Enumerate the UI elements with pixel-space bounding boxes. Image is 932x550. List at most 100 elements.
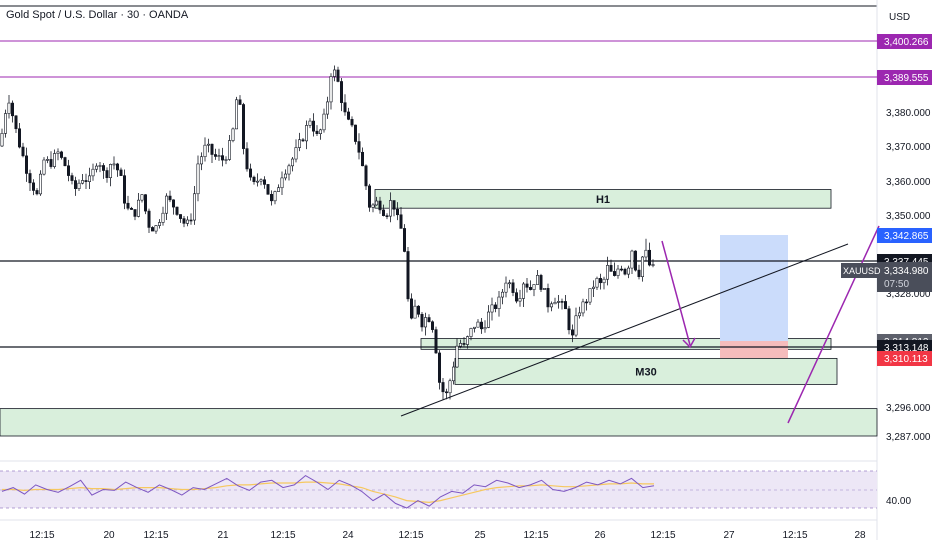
zone-box[interactable]	[0, 408, 878, 437]
candle-body	[493, 304, 497, 310]
candle-body	[98, 165, 102, 167]
candle-body	[612, 271, 616, 276]
candle-body	[7, 102, 11, 114]
candle-body	[392, 200, 396, 210]
candle-body	[259, 179, 263, 182]
candle-body	[221, 155, 225, 161]
time-tick-label: 24	[342, 530, 354, 541]
price-label-box[interactable]	[877, 351, 932, 366]
candle-body	[406, 251, 410, 300]
candle-body	[549, 303, 553, 308]
candle-body	[588, 288, 592, 303]
time-tick-label: 12:15	[398, 530, 423, 541]
candle-body	[528, 287, 532, 290]
candle-body	[490, 304, 494, 313]
stop-zone[interactable]	[720, 341, 788, 358]
price-label-text: 3,310.113	[884, 354, 928, 365]
price-tick-label: 3,296.000	[886, 403, 931, 414]
candle-body	[245, 148, 249, 170]
price-label-box[interactable]	[877, 228, 932, 243]
candle-body	[500, 291, 504, 298]
candle-body	[647, 249, 651, 266]
down-arrow[interactable]	[661, 240, 696, 349]
price-tick-label: 3,287.000	[886, 432, 931, 443]
candle-body	[560, 301, 564, 303]
candle-body	[242, 104, 246, 149]
zone-box[interactable]	[374, 189, 832, 209]
candle-body	[14, 115, 18, 130]
candle-body	[374, 200, 378, 206]
candle-body	[105, 170, 109, 178]
candle-body	[343, 102, 347, 113]
candle-body	[255, 180, 259, 183]
candle-body	[318, 129, 322, 134]
candle-body	[437, 352, 441, 383]
candle-body	[144, 194, 148, 212]
candle-body	[420, 313, 424, 328]
candle-body	[31, 182, 35, 191]
candle-body	[413, 305, 417, 319]
time-tick-label: 25	[474, 530, 486, 541]
candle-body	[570, 329, 574, 336]
candle-body	[465, 336, 469, 345]
time-tick-label: 12:15	[523, 530, 548, 541]
time-axis[interactable]: 12:15 20 12:15 21 12:15 24 12:15 25 12:15 26 12:15…	[0, 519, 877, 541]
zone-box[interactable]	[420, 338, 832, 350]
candle-body	[17, 128, 21, 148]
up-projection-line[interactable]	[787, 225, 880, 424]
candle-body	[567, 308, 571, 331]
candle-body	[81, 180, 85, 184]
candle-body	[430, 321, 434, 330]
countdown-text: 07:50	[884, 279, 909, 290]
candle-body	[11, 102, 15, 117]
candle-body	[126, 202, 130, 209]
candle-body	[595, 278, 599, 288]
position-tool[interactable]	[720, 235, 788, 358]
zone-box[interactable]	[454, 357, 838, 385]
candle-body	[249, 168, 253, 178]
time-tick-label: 27	[723, 530, 735, 541]
time-tick-label: 28	[854, 530, 866, 541]
rsi-tick-label: 40.00	[886, 496, 911, 507]
chart-title: Gold Spot / U.S. Dollar · 30 · OANDA	[6, 9, 189, 21]
candle-body	[423, 317, 427, 328]
candle-body	[161, 212, 165, 223]
candle-body	[409, 298, 413, 319]
candle-body	[297, 139, 301, 148]
symbol-tag[interactable]	[841, 263, 877, 278]
candle-body	[584, 301, 588, 304]
zone-label: H1	[596, 194, 610, 206]
candle-body	[276, 187, 280, 192]
candle-body	[360, 151, 364, 167]
trendline[interactable]	[400, 243, 849, 417]
candle-body	[228, 140, 232, 160]
candle-body	[168, 195, 172, 201]
candle-body	[605, 265, 609, 280]
last-price-label[interactable]	[877, 262, 932, 292]
price-tick-label: 3,328.000	[886, 289, 931, 300]
candle-body	[123, 175, 127, 204]
target-zone[interactable]	[720, 235, 788, 341]
candle-body	[483, 327, 487, 330]
candle-body	[109, 164, 113, 178]
candle-body	[0, 133, 4, 147]
candle-body	[479, 321, 483, 330]
price-axis[interactable]: 3,380.000 3,370.000 3,360.000 3,350.000 3,32…	[841, 34, 932, 443]
candle-body	[280, 177, 284, 189]
candle-body	[207, 143, 211, 146]
currency-label: USD	[889, 12, 911, 23]
candle-body	[35, 190, 39, 195]
candle-body	[640, 256, 644, 277]
candle-body	[238, 99, 242, 105]
horizontal-lines-layer	[0, 40, 877, 348]
price-label-box[interactable]	[877, 34, 932, 49]
candle-body	[52, 153, 56, 167]
candle-body	[322, 113, 326, 131]
candle-body	[119, 169, 123, 176]
candle-body	[196, 163, 200, 195]
last-price-text: 3,334.980	[884, 266, 929, 277]
candle-body	[633, 250, 637, 271]
price-label-box[interactable]	[877, 70, 932, 85]
